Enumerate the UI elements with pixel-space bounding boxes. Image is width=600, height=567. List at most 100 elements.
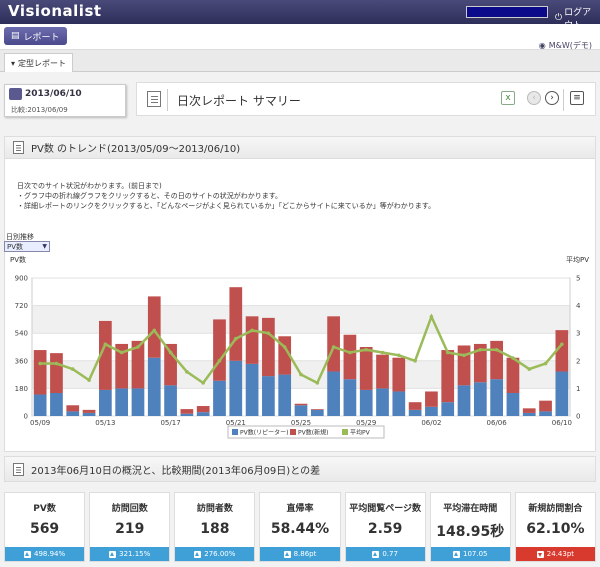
account-selector[interactable]: ◉ M&W(デモ) bbox=[539, 40, 592, 51]
avg-pv-point bbox=[429, 314, 434, 319]
bar-segment bbox=[278, 374, 292, 416]
avg-pv-point bbox=[282, 345, 287, 349]
stat-card[interactable]: 訪問者数 188 276.00% bbox=[174, 492, 256, 562]
bar-segment bbox=[82, 409, 96, 413]
tab-label: 定型レポート bbox=[18, 58, 67, 68]
bar-segment bbox=[213, 380, 226, 416]
y-tick-right: 0 bbox=[576, 413, 580, 421]
avg-pv-point bbox=[478, 347, 483, 352]
excel-icon[interactable]: x bbox=[501, 91, 515, 105]
avg-pv-point bbox=[54, 361, 59, 366]
stat-delta-value: 321.15% bbox=[119, 550, 151, 558]
stat-card[interactable]: 平均滞在時間 148.95秒 107.05 bbox=[429, 492, 511, 562]
pv-trend-chart: 0 180 360 540 720 900 0 1 2 3 4 5 05/09 05/13 05/17 05/… bbox=[15, 275, 581, 439]
stat-label: 平均滞在時間 bbox=[443, 504, 498, 514]
avg-pv-point bbox=[152, 328, 157, 333]
stat-delta: 321.15% bbox=[90, 547, 170, 561]
bar-segment bbox=[131, 388, 145, 416]
stat-label: 訪問者数 bbox=[196, 504, 233, 514]
arrow-icon bbox=[194, 550, 202, 558]
stat-delta-value: 24.43pt bbox=[546, 550, 575, 558]
stat-card[interactable]: 直帰率 58.44% 8.86pt bbox=[259, 492, 341, 562]
tab-fixed-report[interactable]: ▾ 定型レポート bbox=[4, 53, 74, 72]
y-tick-left: 360 bbox=[15, 357, 28, 365]
stat-card[interactable]: 訪問回数 219 321.15% bbox=[89, 492, 171, 562]
stat-card[interactable]: PV数 569 498.94% bbox=[4, 492, 86, 562]
date-box[interactable]: 2013/06/10 比較:2013/06/09 bbox=[4, 84, 126, 117]
stat-delta: 498.94% bbox=[5, 547, 85, 561]
bar-segment bbox=[310, 409, 324, 410]
bar-segment bbox=[473, 382, 487, 416]
document-icon bbox=[13, 463, 24, 476]
avg-pv-point bbox=[119, 350, 124, 355]
bar-segment bbox=[229, 287, 243, 361]
bar-segment bbox=[229, 360, 243, 416]
stat-delta-value: 498.94% bbox=[33, 550, 66, 558]
stat-value: 2.59 bbox=[367, 521, 403, 537]
bar-segment bbox=[147, 296, 161, 358]
bar-segment bbox=[245, 316, 259, 364]
legend-label: PV数(リピーター) bbox=[240, 429, 288, 437]
bar-segment bbox=[376, 354, 389, 389]
list-icon[interactable]: ≡ bbox=[570, 91, 584, 105]
y-tick-right: 1 bbox=[576, 385, 580, 393]
bar-segment bbox=[99, 389, 112, 416]
report-button[interactable]: ▤ レポート bbox=[4, 27, 67, 45]
avg-pv-point bbox=[445, 350, 450, 355]
bar-segment bbox=[539, 400, 552, 412]
document-icon bbox=[147, 91, 161, 107]
x-tick-label: 06/02 bbox=[421, 419, 441, 427]
avg-pv-point bbox=[397, 353, 401, 358]
bar-segment bbox=[50, 393, 63, 416]
avg-pv-point bbox=[136, 345, 140, 349]
bar-segment bbox=[82, 412, 96, 416]
chevron-down-icon: ▾ bbox=[11, 58, 16, 68]
prev-day-button[interactable]: ‹ bbox=[527, 91, 541, 105]
stat-label: 新規訪問割合 bbox=[528, 504, 583, 514]
bar-segment bbox=[392, 391, 406, 416]
select-value: PV数 bbox=[7, 242, 24, 251]
bar-segment bbox=[555, 330, 569, 372]
bar-segment bbox=[343, 379, 357, 416]
avg-pv-point bbox=[38, 361, 42, 366]
desc-line: ・詳細レポートのリンクをクリックすると、「どんなページがよく見られているか」「ど… bbox=[17, 202, 436, 210]
trend-title: PV数 のトレンド(2013/05/09〜2013/06/10) bbox=[31, 144, 241, 155]
stat-card[interactable]: 新規訪問割合 62.10% 24.43pt bbox=[514, 492, 596, 562]
stat-delta-value: 8.86pt bbox=[293, 550, 317, 558]
summary-title: 2013年06月10日の概況と、比較期間(2013年06月09日)との差 bbox=[31, 465, 321, 477]
stat-delta: 8.86pt bbox=[260, 547, 340, 561]
app-logo[interactable]: Visionalist bbox=[8, 2, 102, 20]
summary-panel-header: 2013年06月10日の概況と、比較期間(2013年06月09日)との差 bbox=[4, 456, 596, 482]
arrow-icon bbox=[23, 550, 31, 558]
stat-value: 58.44% bbox=[270, 521, 330, 537]
bar-segment bbox=[522, 412, 536, 416]
stat-value: 62.10% bbox=[526, 521, 585, 537]
bar-segment bbox=[408, 409, 422, 416]
avg-pv-point bbox=[233, 336, 238, 341]
legend-label: 平均PV bbox=[350, 429, 371, 437]
bar-segment bbox=[343, 334, 357, 380]
avg-pv-point bbox=[462, 353, 466, 358]
avg-pv-point bbox=[511, 356, 515, 360]
chevron-down-icon: ▼ bbox=[42, 243, 47, 250]
stat-card[interactable]: 平均閲覧ページ数 2.59 0.77 bbox=[344, 492, 426, 562]
bar-segment bbox=[473, 343, 487, 383]
y-tick-right: 3 bbox=[576, 330, 580, 338]
next-day-button[interactable]: › bbox=[545, 91, 559, 105]
trend-panel-header: PV数 のトレンド(2013/05/09〜2013/06/10) bbox=[5, 137, 595, 159]
bar-segment bbox=[131, 340, 145, 389]
metric-select[interactable]: PV数 ▼ bbox=[4, 241, 50, 252]
y-tick-right: 2 bbox=[576, 357, 580, 365]
stat-delta: 0.77 bbox=[345, 547, 425, 561]
bar-segment bbox=[33, 350, 47, 395]
bar-segment bbox=[115, 343, 129, 389]
stat-value: 569 bbox=[29, 521, 60, 537]
legend-swatch bbox=[290, 429, 296, 435]
y-tick-left: 540 bbox=[15, 330, 28, 338]
avg-pv-point bbox=[380, 350, 385, 355]
arrow-icon bbox=[453, 550, 461, 558]
avg-pv-point bbox=[299, 372, 303, 377]
x-tick-label: 06/06 bbox=[487, 419, 508, 427]
bar-segment bbox=[539, 411, 552, 416]
arrow-icon bbox=[109, 550, 117, 558]
